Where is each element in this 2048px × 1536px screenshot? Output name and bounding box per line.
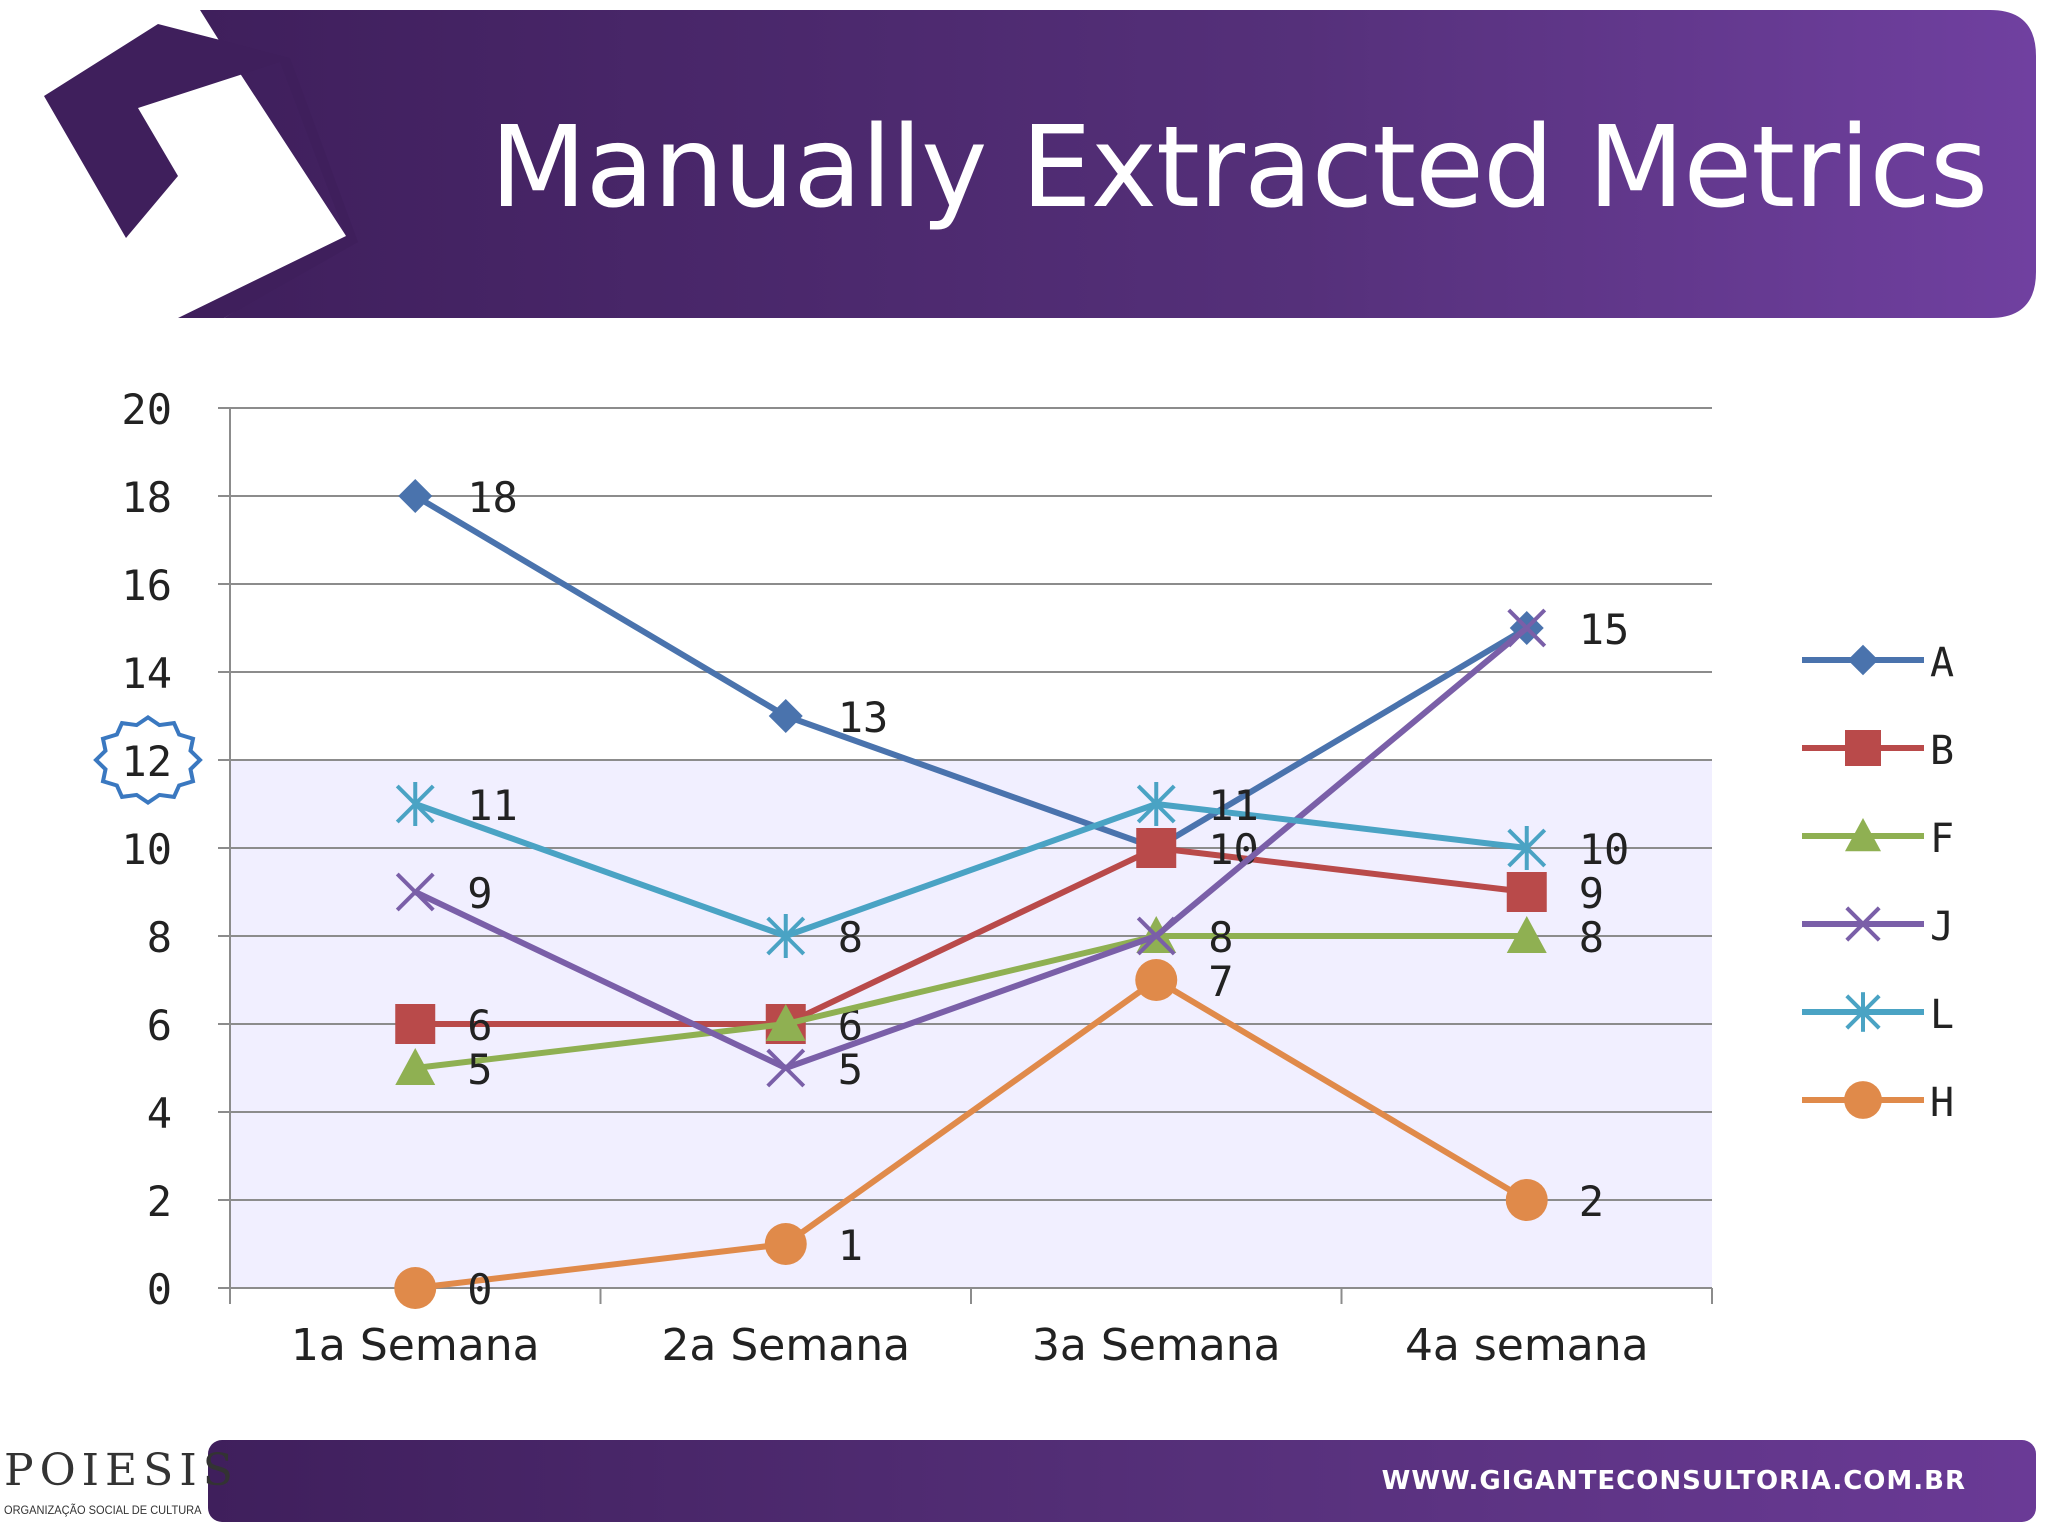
marker-circle (764, 1223, 807, 1265)
legend-label: A (1930, 640, 1954, 686)
data-label: 5 (838, 1045, 863, 1094)
banner-logo-mark (44, 24, 358, 318)
marker-triangle (765, 1004, 806, 1041)
marker-circle (1505, 1179, 1548, 1221)
legend-label: Jo (1930, 904, 1978, 950)
y-tick-label: 16 (121, 561, 172, 610)
y-tick-label: 6 (147, 1001, 172, 1050)
data-label: 1 (838, 1221, 863, 1270)
marker-x (1507, 608, 1547, 648)
data-label: 8 (1208, 913, 1233, 962)
marker-x (1845, 906, 1881, 942)
logo-tagline: ORGANIZAÇÃO SOCIAL DE CULTURA (4, 1503, 202, 1517)
legend-item: L (1802, 992, 1954, 1038)
series-H: 0 1 7 2 (394, 957, 1604, 1314)
marker-circle (1844, 1081, 1882, 1119)
x-tick-label: 4a semana (1405, 1320, 1649, 1371)
series-line (414, 933, 1527, 1071)
series-line (413, 625, 1529, 1071)
y-tick-label: 10 (121, 825, 172, 874)
data-label: 10 (1208, 825, 1259, 874)
data-label: 9 (1579, 869, 1604, 918)
y-tick-label: 20 (121, 385, 172, 434)
y-tick-label: 8 (147, 913, 172, 962)
y-tick-label: 18 (121, 473, 172, 522)
header-banner (44, 10, 2036, 318)
data-label: 10 (1579, 825, 1630, 874)
marker-triangle (1506, 916, 1547, 953)
marker-diamond (1847, 644, 1879, 676)
banner-shape (200, 10, 2036, 318)
y-tick-label: 4 (147, 1089, 172, 1138)
data-label: 11 (1208, 781, 1259, 830)
data-label: 7 (1208, 957, 1233, 1006)
legend-item: B (1802, 728, 1954, 774)
marker-x (766, 1048, 806, 1088)
legend-label: L (1930, 992, 1954, 1038)
marker-circle (394, 1267, 437, 1309)
legend-label: F (1930, 816, 1954, 862)
legend-item: F (1802, 816, 1954, 862)
y-tick-label: 14 (121, 649, 172, 698)
series-line (413, 493, 1529, 851)
legend-item: A (1802, 640, 1954, 686)
poiesis-logo: POIESIS ORGANIZAÇÃO SOCIAL DE CULTURA (4, 1444, 239, 1524)
x-tick-label: 1a Semana (291, 1320, 540, 1371)
legend-label: B (1930, 728, 1954, 774)
data-label: 6 (467, 1001, 492, 1050)
data-label: 15 (1579, 605, 1630, 654)
y-axis-ticks: 0 2 4 6 8 10 12 14 16 18 20 (93, 385, 203, 1314)
footer-url[interactable]: WWW.GIGANTECONSULTORIA.COM.BR (1381, 1466, 1966, 1496)
data-label: 8 (838, 913, 863, 962)
data-label: 8 (1579, 913, 1604, 962)
y-tick-label: 0 (147, 1265, 172, 1314)
highlight-badge (93, 714, 203, 806)
marker-diamond (768, 699, 803, 733)
marker-square (395, 1004, 436, 1044)
legend-item: H (1802, 1080, 1954, 1126)
data-label: 13 (838, 693, 889, 742)
series-line (415, 845, 1528, 1027)
data-label: 18 (467, 473, 518, 522)
chart-legend: ABF Jo LH (1802, 640, 1978, 1126)
marker-circle (1135, 959, 1178, 1001)
data-label: 2 (1579, 1177, 1604, 1226)
data-label: 9 (467, 869, 492, 918)
marker-square (1136, 828, 1177, 868)
y-tick-label: 2 (147, 1177, 172, 1226)
series-Jo: 9 5 15 (395, 605, 1630, 1094)
marker-triangle (1845, 818, 1881, 852)
marker-x (1136, 916, 1176, 956)
marker-diamond (398, 479, 433, 513)
data-label: 11 (467, 781, 518, 830)
logo-name: POIESIS (4, 1445, 239, 1496)
series-F: 5 8 8 (395, 913, 1604, 1094)
x-tick-label: 2a Semana (661, 1320, 910, 1371)
marker-triangle (395, 1048, 436, 1085)
marker-x (395, 872, 435, 912)
x-axis-ticks: 1a Semana 2a Semana 3a Semana 4a semana (229, 1288, 1713, 1371)
data-label: 5 (467, 1045, 492, 1094)
series-line (414, 801, 1528, 939)
marker-square (1506, 872, 1547, 912)
marker-square (1845, 730, 1881, 766)
slide-title: Manually Extracted Metrics (490, 103, 1988, 233)
data-label: 0 (467, 1265, 492, 1314)
footer-bar: WWW.GIGANTECONSULTORIA.COM.BR (208, 1440, 2036, 1522)
x-tick-label: 3a Semana (1032, 1320, 1281, 1371)
series-line (414, 977, 1529, 1291)
y-tick-label: 12 (121, 737, 172, 786)
legend-label: H (1930, 1080, 1954, 1126)
legend-item: Jo (1802, 904, 1978, 950)
